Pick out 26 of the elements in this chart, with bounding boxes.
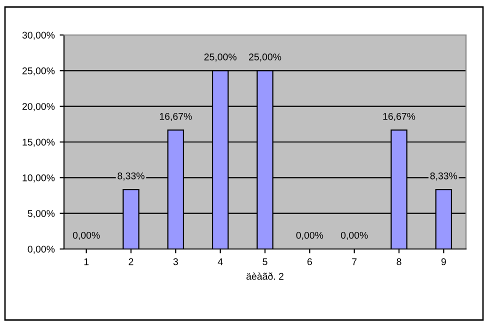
data-label: 16,67% bbox=[160, 112, 192, 121]
y-tick-label: 15,00% bbox=[22, 138, 55, 147]
y-tick-label: 30,00% bbox=[22, 32, 55, 40]
y-tick-label: 20,00% bbox=[22, 103, 55, 112]
y-tick-label: 10,00% bbox=[22, 174, 55, 182]
x-tick-label: 9 bbox=[441, 258, 446, 266]
data-label: 25,00% bbox=[204, 54, 236, 62]
data-label: 0,00% bbox=[340, 232, 368, 240]
y-tick-label: 25,00% bbox=[22, 67, 55, 76]
data-label: 0,00% bbox=[72, 232, 100, 240]
x-tick-label: 3 bbox=[173, 258, 178, 266]
x-tick-label: 6 bbox=[307, 258, 312, 266]
x-tick-label: 4 bbox=[218, 258, 223, 266]
y-tick-label: 5,00% bbox=[28, 210, 55, 218]
data-label: 25,00% bbox=[249, 54, 282, 62]
y-tick-label: 0,00% bbox=[28, 246, 55, 254]
data-label: 8,33% bbox=[118, 172, 144, 180]
x-tick-label: 8 bbox=[396, 258, 402, 266]
x-tick-label: 7 bbox=[352, 258, 357, 266]
data-label: 16,67% bbox=[383, 112, 416, 121]
x-axis-title: äèàãð. 2 bbox=[246, 272, 284, 280]
data-label: 8,33% bbox=[430, 172, 458, 180]
data-label: 0,00% bbox=[296, 232, 324, 240]
x-tick-label: 2 bbox=[128, 258, 134, 266]
x-tick-label: 1 bbox=[84, 258, 89, 266]
x-tick-label: 5 bbox=[262, 258, 268, 266]
